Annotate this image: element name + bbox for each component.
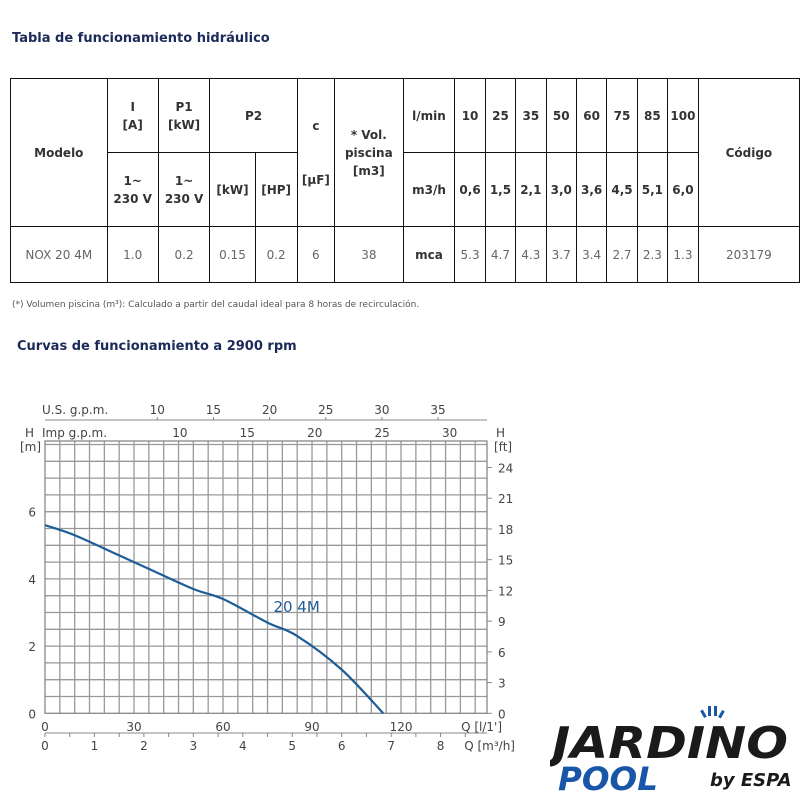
x2-tick-label: 6 xyxy=(338,739,346,753)
mca-cell: 2.3 xyxy=(636,226,669,283)
y-axis-label: H xyxy=(25,426,34,440)
us-gpm-tick-label: 10 xyxy=(150,403,165,417)
svg-text:by ESPA: by ESPA xyxy=(710,770,792,791)
x-tick-label: 120 xyxy=(390,720,413,734)
y-axis-unit: [m] xyxy=(20,440,41,454)
mca-cell: 1.3 xyxy=(667,226,699,283)
imp-gpm-tick-label: 10 xyxy=(172,426,187,440)
cell-i: 1.0 xyxy=(106,226,159,283)
m3h-cell: 5,1 xyxy=(636,152,669,227)
header-i-voltage: 1~ 230 V xyxy=(106,152,159,227)
y-tick-label: 4 xyxy=(28,573,36,587)
y2-tick-label: 18 xyxy=(498,523,513,537)
lmin-cell: 25 xyxy=(484,78,517,153)
x2-tick-label: 8 xyxy=(437,739,445,753)
lmin-cell: 10 xyxy=(454,78,486,153)
logo-graphic: JARDINO POOL by ESPA xyxy=(550,706,792,795)
us-gpm-label: U.S. g.p.m. xyxy=(42,403,108,417)
us-gpm-tick-label: 15 xyxy=(206,403,221,417)
x-axis-unit: Q [l/1'] xyxy=(461,720,502,734)
x2-tick-label: 5 xyxy=(288,739,296,753)
x2-tick-label: 0 xyxy=(41,739,49,753)
m3h-cell: 2,1 xyxy=(515,152,547,227)
series-line-20-4M xyxy=(44,524,385,715)
y-tick-label: 2 xyxy=(28,640,36,654)
m3h-cell: 3,0 xyxy=(545,152,577,227)
table-title: Tabla de funcionamiento hidráulico xyxy=(12,31,270,46)
y2-tick-label: 21 xyxy=(498,492,513,506)
y2-axis-label: H xyxy=(496,426,505,440)
header-modelo: Modelo xyxy=(10,78,108,227)
cell-vol: 38 xyxy=(334,226,404,283)
cell-model: NOX 20 4M xyxy=(10,226,108,283)
header-vol: * Vol. piscina [m3] xyxy=(334,78,404,227)
cell-p2-hp: 0.2 xyxy=(254,226,298,283)
imp-gpm-label: Imp g.p.m. xyxy=(42,426,107,440)
x2-tick-label: 2 xyxy=(140,739,148,753)
header-p2: P2 xyxy=(209,78,298,153)
mca-cell: 4.7 xyxy=(484,226,517,283)
y2-tick-label: 12 xyxy=(498,584,513,598)
y2-tick-label: 15 xyxy=(498,554,513,568)
imp-gpm-tick-label: 20 xyxy=(307,426,322,440)
header-codigo: Código xyxy=(697,78,800,227)
y2-tick-label: 3 xyxy=(498,677,506,691)
header-p1-voltage: 1~ 230 V xyxy=(157,152,211,227)
y-tick-label: 0 xyxy=(28,707,36,721)
mca-cell: 2.7 xyxy=(606,226,638,283)
mca-cell: 3.4 xyxy=(575,226,608,283)
imp-gpm-tick-label: 25 xyxy=(375,426,390,440)
m3h-cell: 4,5 xyxy=(606,152,638,227)
x-tick-label: 30 xyxy=(126,720,141,734)
plot-frame xyxy=(44,440,488,714)
svg-text:JARDINO: JARDINO xyxy=(550,718,788,769)
y2-tick-label: 0 xyxy=(498,707,506,721)
header-p1: P1 [kW] xyxy=(157,78,211,153)
y2-tick-label: 9 xyxy=(498,615,506,629)
series-label: 20 4M xyxy=(273,598,319,616)
x2-tick-label: 7 xyxy=(387,739,395,753)
jardino-pool-logo: JARDINO POOL by ESPA xyxy=(550,700,795,795)
mca-cell: 3.7 xyxy=(545,226,577,283)
us-gpm-tick-label: 20 xyxy=(262,403,277,417)
cell-code: 203179 xyxy=(697,226,800,283)
imp-gpm-tick-label: 15 xyxy=(240,426,255,440)
x-tick-label: 90 xyxy=(304,720,319,734)
x2-tick-label: 1 xyxy=(91,739,99,753)
cell-p1: 0.2 xyxy=(157,226,211,283)
mca-cell: 5.3 xyxy=(454,226,486,283)
x2-tick-label: 4 xyxy=(239,739,247,753)
x-tick-label: 60 xyxy=(215,720,230,734)
footnote: (*) Volumen piscina (m³): Calculado a pa… xyxy=(12,300,420,310)
lmin-cell: 85 xyxy=(636,78,669,153)
y2-tick-label: 6 xyxy=(498,646,506,660)
lmin-cell: 60 xyxy=(575,78,608,153)
cell-p2-kw: 0.15 xyxy=(209,226,256,283)
lmin-cell: 35 xyxy=(515,78,547,153)
us-gpm-tick-label: 30 xyxy=(374,403,389,417)
us-gpm-tick-label: 25 xyxy=(318,403,333,417)
header-lmin: l/min xyxy=(402,78,456,153)
imp-gpm-tick-label: 30 xyxy=(442,426,457,440)
y2-tick-label: 24 xyxy=(498,462,513,476)
svg-text:POOL: POOL xyxy=(558,760,658,795)
lmin-cell: 75 xyxy=(606,78,638,153)
x2-axis-unit: Q [m³/h] xyxy=(464,739,515,753)
chart-title: Curvas de funcionamiento a 2900 rpm xyxy=(17,339,297,354)
y-tick-label: 6 xyxy=(28,506,36,520)
x-tick-label: 0 xyxy=(41,720,49,734)
x2-tick-label: 3 xyxy=(190,739,198,753)
mca-cell: 4.3 xyxy=(515,226,547,283)
y2-axis-unit: [ft] xyxy=(494,440,512,454)
hydraulic-table: Modelo I [A] P1 [kW] P2 c [µF] * Vol. pisci… xyxy=(10,78,800,283)
m3h-cell: 6,0 xyxy=(667,152,699,227)
table-row: NOX 20 4M 1.0 0.2 0.15 0.2 6 38 mca 5.3 … xyxy=(10,226,800,283)
m3h-cell: 0,6 xyxy=(454,152,486,227)
cell-c: 6 xyxy=(296,226,336,283)
us-gpm-tick-label: 35 xyxy=(430,403,445,417)
header-p2-hp: [HP] xyxy=(254,152,298,227)
header-i: I [A] xyxy=(106,78,159,153)
header-c: c [µF] xyxy=(296,78,336,227)
